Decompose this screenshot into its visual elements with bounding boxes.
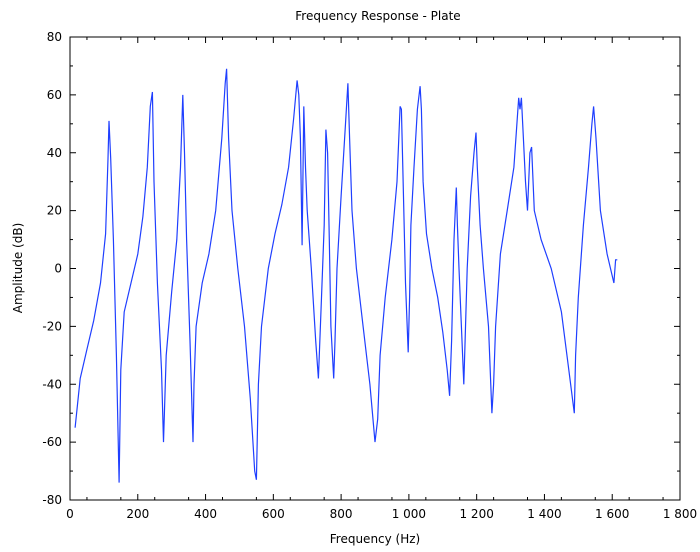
y-tick-label: 60 — [47, 88, 62, 102]
y-tick-label: 80 — [47, 30, 62, 44]
x-tick-label: 200 — [126, 507, 149, 521]
x-tick-label: 1 800 — [663, 507, 697, 521]
x-tick-label: 0 — [66, 507, 74, 521]
x-tick-label: 600 — [262, 507, 285, 521]
x-tick-label: 400 — [194, 507, 217, 521]
y-tick-label: 0 — [54, 262, 62, 276]
y-tick-label: -40 — [42, 377, 62, 391]
x-tick-label: 1 400 — [527, 507, 561, 521]
axis-tick-labels: 0 200 400 600 800 1 000 1 200 1 400 1 600 1 800-8… — [42, 30, 697, 521]
x-axis-label: Frequency (Hz) — [330, 532, 421, 546]
x-tick-label: 1 200 — [459, 507, 493, 521]
x-tick-label: 800 — [330, 507, 353, 521]
y-tick-label: -20 — [42, 319, 62, 333]
y-tick-label: 40 — [47, 146, 62, 160]
axis-ticks — [69, 36, 681, 501]
x-tick-label: 1 600 — [595, 507, 629, 521]
y-tick-label: 20 — [47, 204, 62, 218]
y-tick-label: -80 — [42, 493, 62, 507]
chart-title: Frequency Response - Plate — [295, 9, 460, 23]
plot-area-frame — [69, 36, 681, 501]
x-tick-label: 1 000 — [392, 507, 426, 521]
y-tick-label: -60 — [42, 435, 62, 449]
y-axis-label: Amplitude (dB) — [11, 223, 25, 314]
amplitude-series-line — [74, 68, 618, 483]
